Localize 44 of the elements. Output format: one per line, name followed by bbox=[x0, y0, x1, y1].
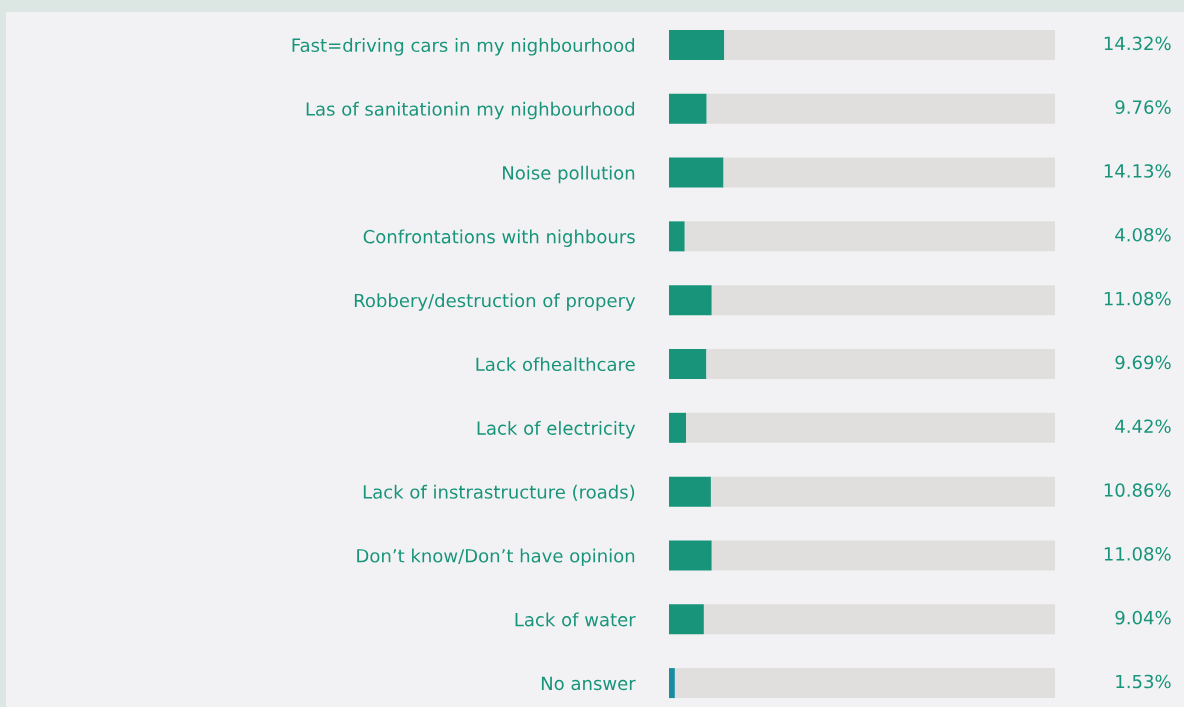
data-label: 11.08% bbox=[1104, 547, 1171, 561]
data-label: 9.04% bbox=[1115, 610, 1171, 625]
bar bbox=[669, 29, 725, 60]
bar bbox=[724, 29, 1055, 60]
bar bbox=[669, 221, 685, 252]
y-tick-label: Noise pollution bbox=[503, 165, 635, 184]
bar bbox=[669, 540, 712, 571]
bar bbox=[686, 412, 1055, 443]
y-tick-label: Confrontations with nighbours bbox=[363, 229, 635, 247]
y-tick-label: Lack of electricity bbox=[477, 420, 636, 439]
bar bbox=[684, 221, 1055, 252]
data-label: 9.76% bbox=[1115, 100, 1171, 114]
data-label: 11.08% bbox=[1104, 291, 1171, 306]
bar bbox=[674, 668, 1055, 699]
data-label: 14.32% bbox=[1104, 36, 1171, 51]
y-tick-label: Robbery/destruction of propery bbox=[354, 293, 636, 311]
bar bbox=[723, 157, 1055, 188]
bar bbox=[711, 540, 1055, 571]
bar bbox=[669, 285, 712, 316]
bar bbox=[669, 668, 675, 699]
data-label: 14.13% bbox=[1104, 164, 1171, 178]
bar bbox=[669, 412, 687, 443]
data-label: 10.86% bbox=[1104, 483, 1171, 497]
bar bbox=[669, 604, 704, 635]
data-label: 4.42% bbox=[1115, 419, 1171, 434]
y-tick-label: No answer bbox=[541, 676, 636, 691]
bar bbox=[706, 93, 1055, 124]
bar bbox=[710, 476, 1055, 507]
y-tick-label: Fast=driving cars in my nighbourhood bbox=[292, 38, 635, 56]
bar bbox=[669, 93, 707, 124]
y-tick-label: Las of sanitationin my nighbourhood bbox=[306, 101, 635, 120]
bar bbox=[669, 476, 711, 507]
data-label: 9.69% bbox=[1115, 355, 1171, 370]
bar bbox=[669, 157, 724, 188]
bar bbox=[703, 604, 1055, 635]
data-label: 1.53% bbox=[1116, 674, 1171, 689]
y-tick-label: Lack of instrastructure (roads) bbox=[363, 484, 635, 501]
y-tick-label: Don’t know/Don’t have opinion bbox=[357, 548, 635, 567]
bar bbox=[711, 285, 1055, 316]
bar bbox=[669, 349, 707, 379]
y-tick-label: Lack ofhealthcare bbox=[476, 357, 635, 372]
data-label: 4.08% bbox=[1115, 227, 1171, 242]
y-tick-label: Lack of water bbox=[515, 612, 636, 627]
bar bbox=[706, 349, 1055, 379]
